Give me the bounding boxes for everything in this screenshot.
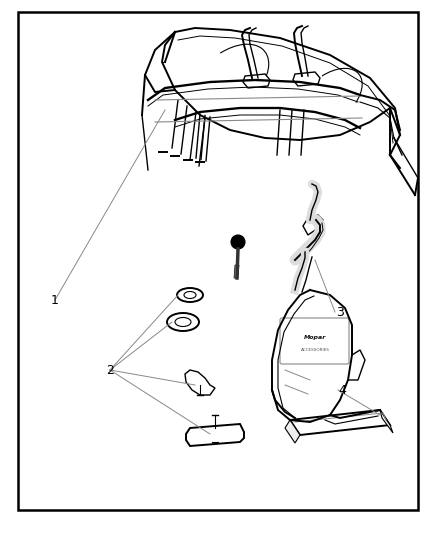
Text: Mopar: Mopar: [304, 335, 326, 341]
Text: 1: 1: [51, 294, 59, 306]
Polygon shape: [185, 370, 215, 395]
Text: 3: 3: [336, 305, 344, 319]
Ellipse shape: [184, 292, 196, 298]
Polygon shape: [234, 265, 239, 278]
Polygon shape: [186, 424, 244, 446]
Text: 4: 4: [338, 384, 346, 397]
Ellipse shape: [167, 313, 199, 331]
Ellipse shape: [175, 318, 191, 327]
FancyBboxPatch shape: [280, 318, 349, 364]
Text: 2: 2: [106, 364, 114, 376]
Polygon shape: [243, 74, 270, 88]
Polygon shape: [290, 410, 390, 435]
Polygon shape: [303, 215, 323, 235]
Text: ACCESSORIES: ACCESSORIES: [300, 348, 329, 352]
Circle shape: [231, 235, 245, 249]
Ellipse shape: [177, 288, 203, 302]
Polygon shape: [380, 410, 393, 433]
Polygon shape: [293, 72, 320, 86]
Polygon shape: [285, 420, 300, 443]
